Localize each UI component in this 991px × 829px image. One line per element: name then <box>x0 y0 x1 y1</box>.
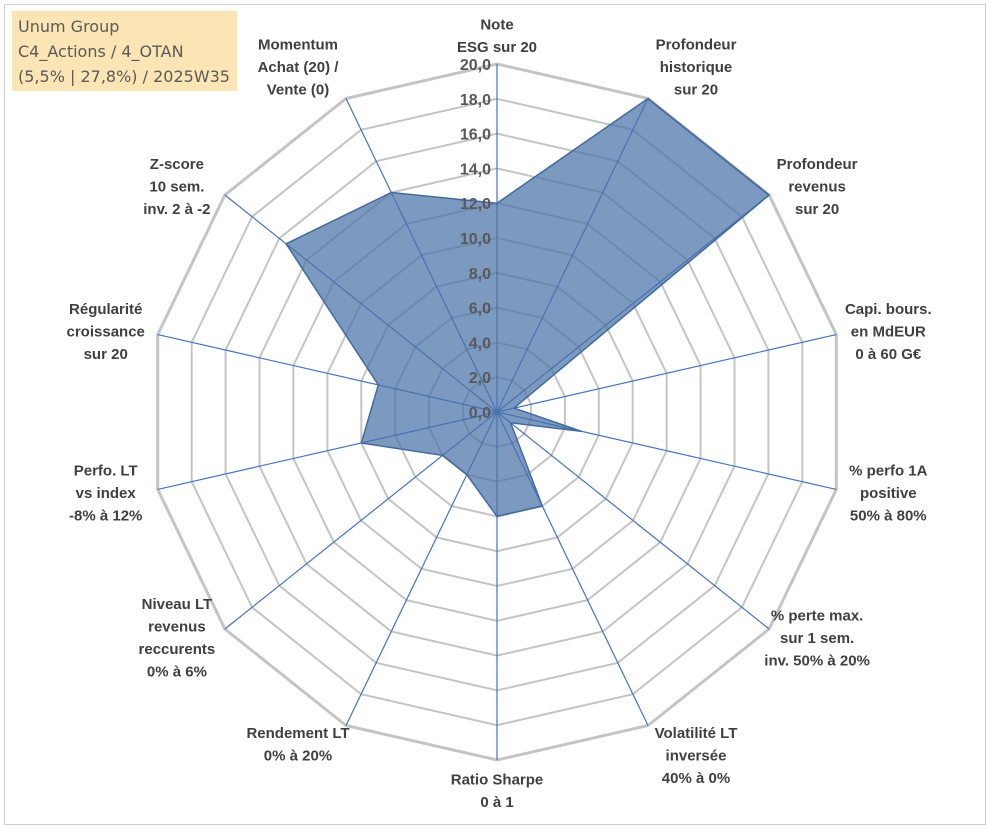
axis-label-line: 40% à 0% <box>662 770 730 787</box>
axis-label-line: inv. 50% à 20% <box>764 653 870 670</box>
axis-label-line: Vente (0) <box>267 82 330 99</box>
axis-label-line: Z-score <box>150 156 204 173</box>
axis-label-line: Capi. bours. <box>845 301 932 318</box>
axis-label-line: Momentum <box>258 37 338 54</box>
axis-label-line: Achat (20) / <box>258 59 340 76</box>
radar-spoke <box>496 334 837 413</box>
axis-label-line: inv. 2 à -2 <box>143 201 210 218</box>
info-company: Unum Group <box>18 17 120 36</box>
axis-label-line: Régularité <box>69 301 142 318</box>
radar-tick-labels: 0,0 2,0 4,0 6,0 8,0 10,0 12,0 14,0 16,0 18,0 20,0 <box>460 57 491 422</box>
axis-label: Note ESG sur 20 <box>457 17 537 57</box>
radar-axis-labels: Note ESG sur 20 Profondeur historique sur 20… <box>67 17 932 812</box>
axis-label-line: revenus <box>148 619 206 636</box>
axis-label-line: sur 20 <box>795 201 839 218</box>
axis-label-line: Rendement LT <box>246 725 349 742</box>
axis-label: Capi. bours. en MdEUR 0 à 60 G€ <box>845 301 932 363</box>
tick-label: 14,0 <box>460 161 491 178</box>
axis-label-line: 0 à 60 G€ <box>855 346 922 363</box>
axis-label-line: Ratio Sharpe <box>451 772 544 789</box>
axis-label-line: 0% à 6% <box>147 664 207 681</box>
tick-label: 2,0 <box>469 370 491 387</box>
tick-label: 20,0 <box>460 57 491 74</box>
axis-label-line: en MdEUR <box>851 324 926 341</box>
axis-label: Niveau LT revenus reccurents 0% à 6% <box>139 596 216 681</box>
axis-label-line: Volatilité LT <box>655 725 738 742</box>
axis-label-line: inversée <box>666 748 727 765</box>
axis-label-line: 10 sem. <box>149 179 204 196</box>
axis-label-line: sur 20 <box>674 82 718 99</box>
axis-label-line: % perfo 1A <box>849 462 928 479</box>
axis-label-line: vs index <box>76 485 137 502</box>
axis-label-line: -8% à 12% <box>69 507 142 524</box>
axis-label-line: 0 à 1 <box>480 794 513 811</box>
radar-series-area <box>285 97 771 518</box>
axis-label: Perfo. LT vs index -8% à 12% <box>69 462 142 524</box>
tick-label: 12,0 <box>460 196 491 213</box>
axis-label-line: Profondeur <box>656 37 737 54</box>
axis-label-line: % perte max. <box>771 608 864 625</box>
info-stats: (5,5% | 27,8%) / 2025W35 <box>18 67 230 86</box>
axis-label: Profondeur revenus sur 20 <box>777 156 858 218</box>
tick-label: 10,0 <box>460 231 491 248</box>
axis-label-line: reccurents <box>139 641 216 658</box>
axis-label-line: 0% à 20% <box>264 748 332 765</box>
axis-label-line: positive <box>860 485 917 502</box>
tick-label: 6,0 <box>469 301 491 318</box>
axis-label: % perfo 1A positive 50% à 80% <box>849 462 928 524</box>
axis-label-line: sur 20 <box>84 346 128 363</box>
axis-label-line: sur 1 sem. <box>780 630 854 647</box>
axis-label: Volatilité LT inversée 40% à 0% <box>655 725 738 787</box>
tick-label: 0,0 <box>469 405 491 422</box>
axis-label: Z-score 10 sem. inv. 2 à -2 <box>143 156 210 218</box>
info-category: C4_Actions / 4_OTAN <box>18 42 184 61</box>
axis-label-line: Niveau LT <box>142 596 213 613</box>
tick-label: 18,0 <box>460 92 491 109</box>
axis-label-line: Note <box>480 17 513 34</box>
axis-label-line: croissance <box>67 324 145 341</box>
axis-label: Momentum Achat (20) / Vente (0) <box>258 37 340 99</box>
info-box: Unum Group C4_Actions / 4_OTAN (5,5% | 2… <box>12 11 237 91</box>
radar-series <box>285 97 771 518</box>
axis-label-line: revenus <box>788 179 846 196</box>
axis-label: % perte max. sur 1 sem. inv. 50% à 20% <box>764 608 870 670</box>
radar-spoke <box>496 411 770 630</box>
tick-label: 16,0 <box>460 127 491 144</box>
tick-label: 8,0 <box>469 266 491 283</box>
axis-label: Profondeur historique sur 20 <box>656 37 737 99</box>
axis-label-line: 50% à 80% <box>850 507 927 524</box>
axis-label: Rendement LT 0% à 20% <box>246 725 349 765</box>
tick-label: 4,0 <box>469 335 491 352</box>
axis-label: Ratio Sharpe 0 à 1 <box>451 772 544 812</box>
axis-label: Régularité croissance sur 20 <box>67 301 145 363</box>
axis-label-line: historique <box>660 59 733 76</box>
axis-label-line: Perfo. LT <box>74 462 138 479</box>
axis-label-line: ESG sur 20 <box>457 39 537 56</box>
axis-label-line: Profondeur <box>777 156 858 173</box>
